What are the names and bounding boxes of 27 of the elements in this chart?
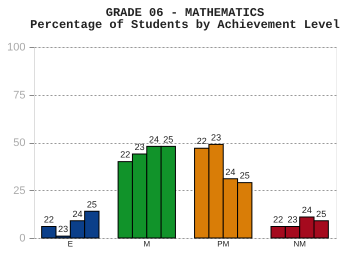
text: 24	[225, 166, 236, 177]
text: 25	[316, 208, 326, 219]
x-tick-label: M	[143, 240, 150, 248]
text: 23	[134, 142, 145, 152]
y-tick-label: 50	[13, 137, 26, 149]
series-label: 25	[86, 199, 97, 210]
text: 23	[211, 132, 222, 142]
text: 24	[302, 204, 312, 215]
x-tick-label: E	[68, 240, 73, 248]
y-tick-label: 0	[19, 232, 26, 244]
text: 25	[163, 134, 174, 144]
series-label: 24	[72, 208, 82, 219]
text: 22	[196, 136, 207, 146]
x-tick-label: NM	[293, 240, 306, 248]
text: 23	[288, 214, 298, 225]
x-tick-label: PM	[217, 240, 230, 248]
y-tick-label: 25	[13, 184, 26, 197]
text: 24	[148, 134, 159, 144]
series-label: 22	[44, 214, 54, 225]
text: 25	[240, 170, 250, 181]
y-tick-label: 75	[13, 89, 26, 102]
chart-title: GRADE 06 - MATHEMATICS	[106, 6, 264, 20]
chart-subtitle: Percentage of Students by Achievement Level	[30, 18, 340, 32]
text: 22	[273, 214, 284, 225]
series-label: 23	[58, 224, 68, 234]
y-tick-label: 100	[7, 42, 26, 54]
text: 22	[120, 150, 130, 160]
